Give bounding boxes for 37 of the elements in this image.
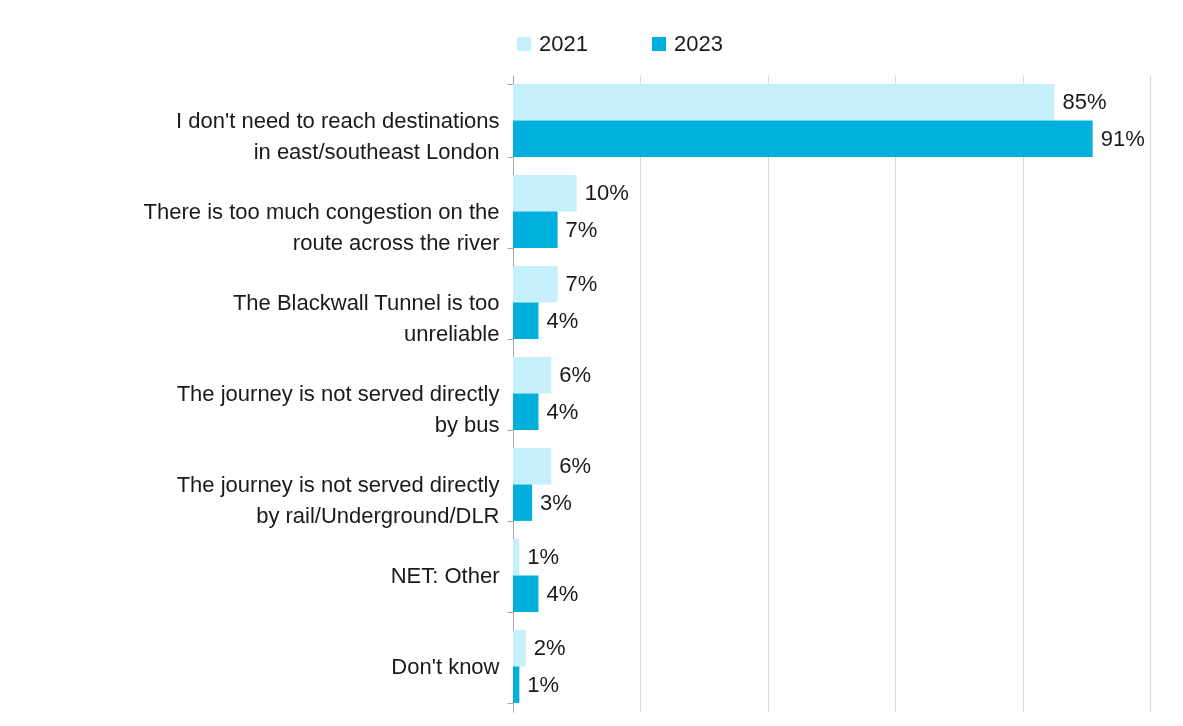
bar: [513, 448, 552, 485]
bar: [513, 211, 558, 248]
bar: [513, 84, 1055, 121]
data-label: 4%: [546, 307, 579, 333]
data-label: 4%: [546, 398, 579, 424]
bar: [513, 575, 539, 612]
data-label: 4%: [546, 580, 579, 606]
y-tick-label: The journey is not served directly by rail/Underground/DLR: [176, 472, 500, 528]
bar: [513, 357, 552, 394]
data-label: 7%: [565, 271, 598, 297]
data-label: 3%: [540, 489, 572, 515]
bar: [513, 393, 539, 430]
bar: [513, 539, 520, 576]
y-tick-label: Don't know: [391, 654, 500, 679]
legend-label: 2021: [539, 31, 588, 56]
data-label: 91%: [1100, 125, 1145, 151]
bar: [513, 302, 539, 339]
y-tick-label: The journey is not served directly by bus: [176, 381, 500, 437]
data-label: 6%: [559, 453, 592, 479]
data-label: 1%: [527, 671, 560, 697]
bar: [513, 120, 1093, 157]
bar: [513, 630, 526, 667]
legend-label: 2023: [674, 31, 723, 56]
bar: [513, 175, 577, 212]
bar: [513, 666, 520, 703]
data-label: 1%: [527, 544, 560, 570]
bar: [513, 266, 558, 303]
y-tick-label: NET: Other: [390, 563, 500, 588]
bar: [513, 484, 533, 521]
data-label: 7%: [565, 216, 598, 242]
data-label: 6%: [559, 362, 592, 388]
y-tick-label: The Blackwall Tunnel is too unreliable: [232, 290, 500, 346]
y-tick-label: There is too much congestion on the route across the river: [143, 199, 500, 255]
data-label: 10%: [584, 180, 629, 206]
data-label: 85%: [1062, 89, 1107, 115]
y-tick-label: I don't need to reach destinations in east/southeast London: [176, 108, 500, 164]
data-label: 2%: [533, 635, 566, 661]
